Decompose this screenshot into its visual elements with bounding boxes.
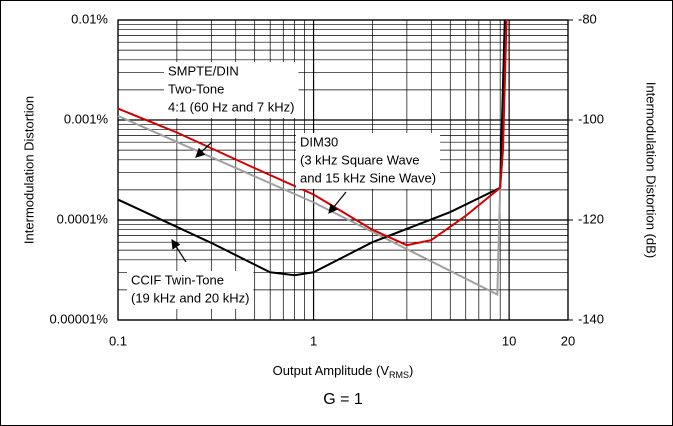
annotation-arrow bbox=[171, 238, 187, 263]
y2-axis-label: Intermodulation Distortion (dB) bbox=[644, 82, 659, 258]
annotation-text: and 15 kHz Sine Wave) bbox=[300, 170, 436, 185]
x-label-end: ) bbox=[409, 363, 413, 378]
x-tick-label: 1 bbox=[310, 333, 317, 348]
annotation-text: Two-Tone bbox=[168, 81, 224, 96]
annotation: DIM30 (3 kHz Square Wave and 15 kHz Sine W… bbox=[296, 133, 441, 189]
annotation: CCIF Twin-Tone (19 kHz and 20 kHz) bbox=[127, 271, 254, 309]
annotation-text: DIM30 bbox=[300, 134, 338, 149]
x-axis-label: Output Amplitude (VRMS) bbox=[273, 363, 414, 380]
x-tick-label: 0.1 bbox=[109, 333, 127, 348]
y-tick-label: 0.01% bbox=[71, 11, 108, 26]
annotation-text: SMPTE/DIN bbox=[168, 63, 239, 78]
annotation-box bbox=[296, 133, 441, 189]
y2-tick-label: -80 bbox=[578, 11, 597, 26]
series-line bbox=[117, 19, 506, 277]
annotation-text: 4:1 (60 Hz and 7 kHz) bbox=[168, 99, 294, 114]
annotation-arrow bbox=[328, 191, 347, 214]
annotation-arrow bbox=[195, 141, 213, 158]
annotation-box bbox=[164, 62, 299, 118]
annotation-box bbox=[127, 271, 254, 309]
y2-tick-label: -120 bbox=[578, 211, 604, 226]
x-label-main: Output Amplitude (V bbox=[273, 363, 390, 378]
x-tick-label: 20 bbox=[561, 333, 575, 348]
y-axis-label: Intermodulation Distortion bbox=[21, 96, 36, 244]
annotation-text: CCIF Twin-Tone bbox=[131, 272, 224, 287]
annotation-text: (3 kHz Square Wave bbox=[300, 152, 419, 167]
y-tick-label: 0.0001% bbox=[57, 211, 109, 226]
x-label-sub: RMS bbox=[389, 370, 409, 380]
y-tick-label: 0.00001% bbox=[49, 311, 108, 326]
y-tick-label: 0.001% bbox=[64, 111, 109, 126]
caption: G = 1 bbox=[323, 391, 363, 408]
x-tick-label: 10 bbox=[502, 333, 516, 348]
annotation-text: (19 kHz and 20 kHz) bbox=[131, 290, 250, 305]
series-line bbox=[117, 19, 508, 247]
y2-tick-label: -100 bbox=[578, 111, 604, 126]
annotation: SMPTE/DIN Two-Tone 4:1 (60 Hz and 7 kHz) bbox=[164, 62, 299, 118]
y2-tick-label: -140 bbox=[578, 311, 604, 326]
